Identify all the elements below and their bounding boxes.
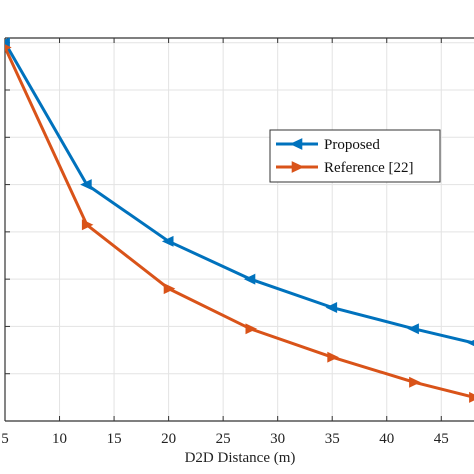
data-point <box>325 302 338 313</box>
data-point <box>81 219 94 231</box>
data-point <box>163 283 176 295</box>
data-point <box>245 323 258 335</box>
legend-label: Reference [22] <box>324 160 414 176</box>
data-point <box>407 323 419 335</box>
data-point <box>469 391 474 403</box>
data-point <box>243 273 256 285</box>
x-tick-label: 30 <box>270 431 285 447</box>
series-line <box>5 46 474 399</box>
data-point <box>327 351 339 363</box>
legend-box <box>269 129 441 183</box>
axes <box>4 37 474 422</box>
data-point <box>80 179 92 191</box>
legend: Proposed Reference [22] <box>269 129 441 183</box>
data-point <box>161 235 174 247</box>
series-lines <box>5 37 474 403</box>
series-proposed <box>5 37 474 347</box>
x-axis-label: D2D Distance (m) <box>185 450 296 466</box>
legend-marker <box>289 138 303 150</box>
series-reference <box>5 44 474 403</box>
x-tick-label: 35 <box>325 431 340 447</box>
x-tick-label: 10 <box>52 431 67 447</box>
grid <box>5 38 474 421</box>
legend-label: Proposed <box>324 137 380 153</box>
series-line <box>5 41 474 345</box>
x-tick-label: 15 <box>107 431 122 447</box>
legend-marker <box>291 161 305 173</box>
tick-labels: 5 10 15 20 25 30 35 40 45 <box>1 431 449 447</box>
x-tick-label: 20 <box>161 431 176 447</box>
x-tick-label: 40 <box>379 431 394 447</box>
x-tick-label: 5 <box>1 431 9 447</box>
data-point <box>5 44 12 51</box>
x-tick-label: 45 <box>434 431 449 447</box>
data-point <box>467 339 474 347</box>
x-tick-label: 25 <box>216 431 231 447</box>
data-point <box>409 376 421 388</box>
